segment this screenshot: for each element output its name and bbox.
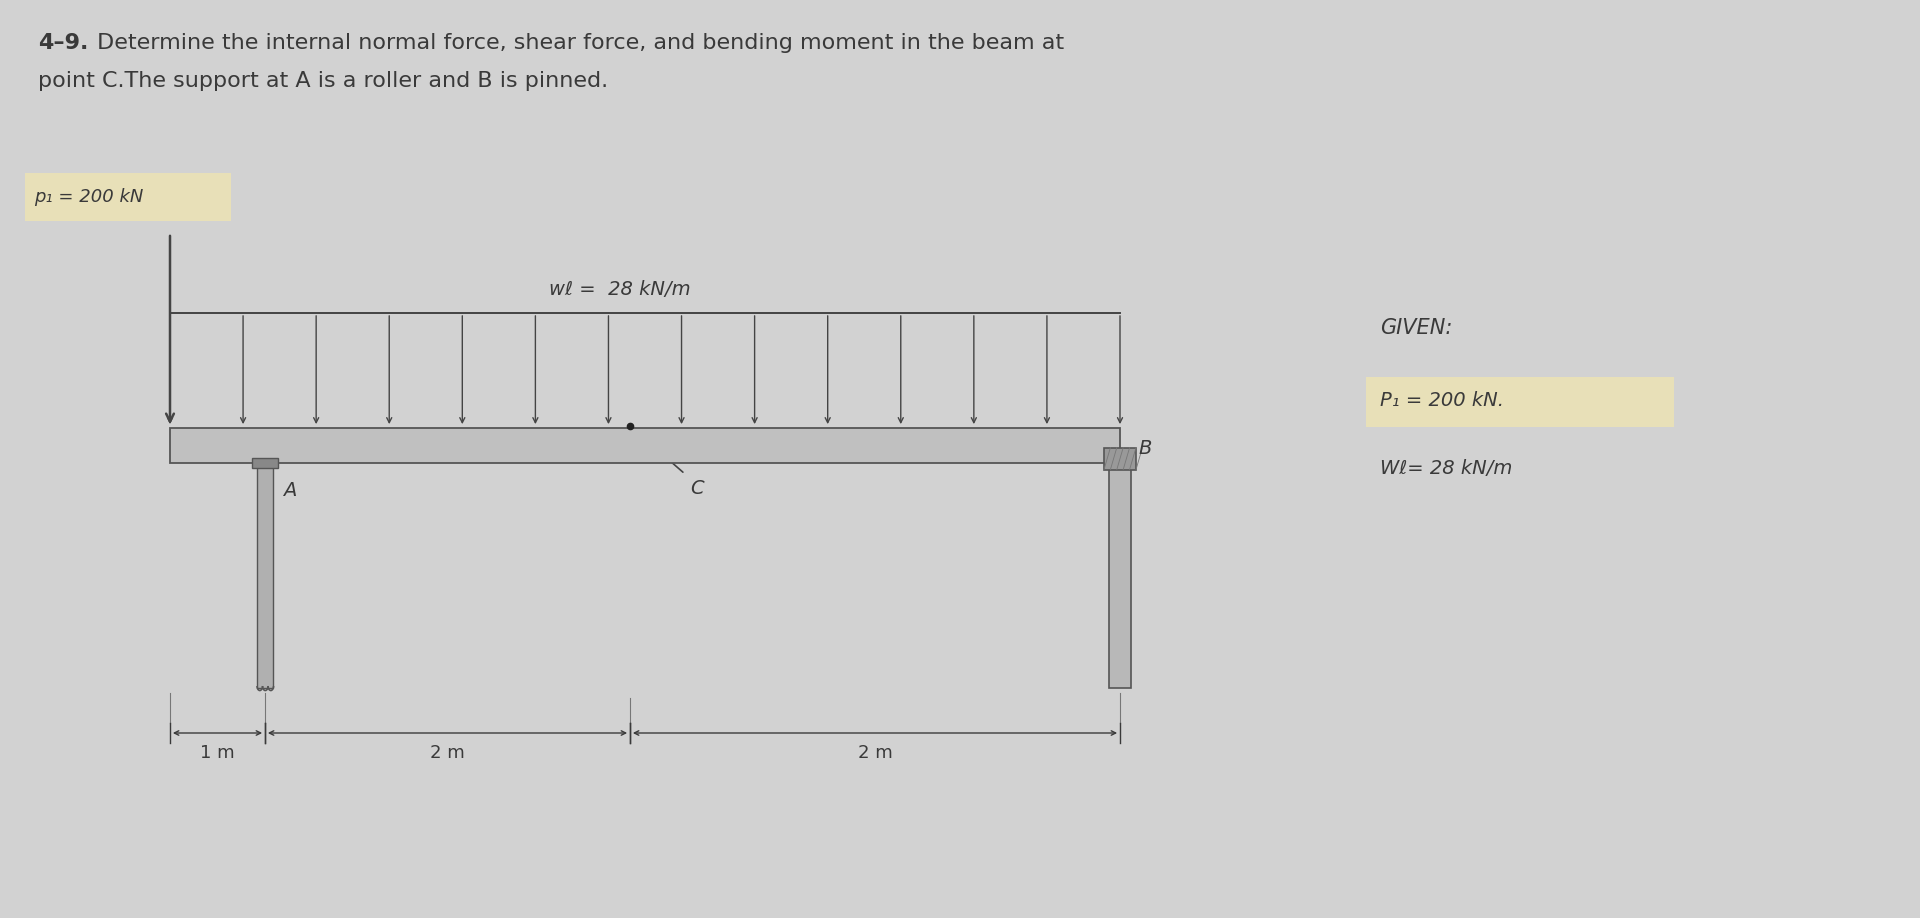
Bar: [171, 428, 1119, 463]
Text: C: C: [689, 479, 703, 498]
Text: A: A: [282, 481, 296, 500]
Bar: [252, 458, 278, 468]
Text: 4–9.: 4–9.: [38, 33, 88, 53]
Text: 2 m: 2 m: [858, 744, 893, 762]
Text: Wℓ= 28 kN/m: Wℓ= 28 kN/m: [1380, 458, 1513, 477]
FancyBboxPatch shape: [25, 173, 230, 221]
FancyBboxPatch shape: [1365, 377, 1674, 427]
Text: Determine the internal normal force, shear force, and bending moment in the beam: Determine the internal normal force, she…: [90, 33, 1064, 53]
Bar: [257, 463, 273, 688]
Text: 2 m: 2 m: [430, 744, 465, 762]
Bar: [1104, 448, 1137, 470]
Text: B: B: [1139, 439, 1152, 458]
Text: 1 m: 1 m: [200, 744, 234, 762]
Text: point C.The support at A is a roller and B is pinned.: point C.The support at A is a roller and…: [38, 71, 609, 91]
Text: wℓ =  28 kN/m: wℓ = 28 kN/m: [549, 280, 691, 299]
Text: P₁ = 200 kN.: P₁ = 200 kN.: [1380, 391, 1503, 410]
Text: p₁ = 200 kN: p₁ = 200 kN: [35, 188, 144, 206]
Text: GIVEN:: GIVEN:: [1380, 318, 1452, 338]
Bar: [1110, 463, 1131, 688]
